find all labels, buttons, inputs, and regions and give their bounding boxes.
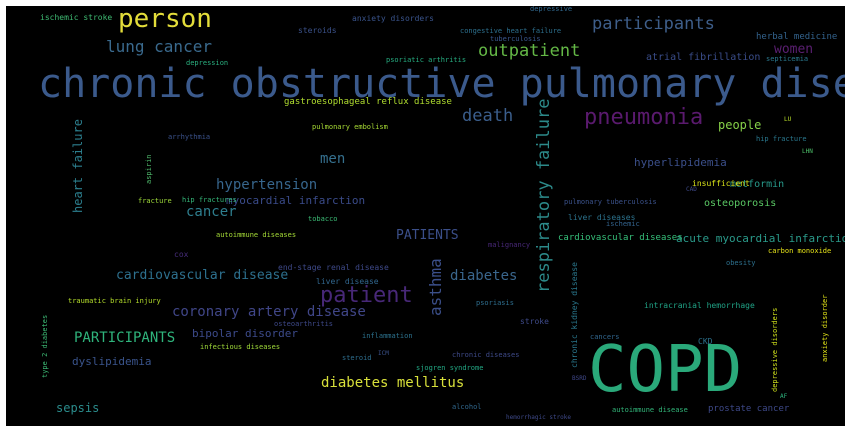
word: pulmonary tuberculosis	[564, 198, 657, 206]
word: diabetes	[450, 268, 518, 284]
word: alcohol	[452, 403, 482, 411]
word: anxiety disorders	[352, 14, 434, 23]
word: coronary artery disease	[172, 304, 366, 320]
word: psoriasis	[476, 299, 514, 307]
word: asthma	[426, 258, 445, 316]
word: gastroesophageal reflux disease	[284, 97, 452, 107]
word: obesity	[726, 259, 756, 267]
word: psoriatic arthritis	[386, 56, 467, 64]
word: osteoporosis	[704, 198, 777, 209]
word: insufficient	[692, 179, 750, 188]
word: ischemic	[606, 220, 640, 228]
word: osteoarthritis	[274, 320, 334, 328]
word: metformin	[730, 179, 785, 190]
word: pulmonary embolism	[312, 123, 388, 131]
word: hemorrhagic stroke	[506, 414, 572, 421]
word: sjogren syndrome	[416, 364, 484, 372]
word: PATIENTS	[396, 228, 459, 243]
word: patient	[320, 283, 413, 308]
word: liver disease	[316, 277, 379, 286]
word: liver diseases	[568, 213, 636, 222]
word: AF	[780, 393, 788, 400]
word: PARTICIPANTS	[74, 330, 176, 346]
word: end-stage renal disease	[278, 263, 389, 272]
word: BSRD	[572, 375, 587, 382]
word: cardiovascular disease	[116, 268, 289, 283]
word: outpatient	[478, 41, 581, 61]
word: ischemic stroke	[40, 13, 113, 22]
word: congestive heart failure	[460, 27, 562, 35]
word: traumatic brain injury	[68, 297, 161, 305]
word: hypertension	[216, 177, 318, 193]
word: CKD	[698, 337, 713, 346]
word: acute myocardial infarction	[676, 232, 845, 245]
word: autoimmune diseases	[216, 231, 297, 239]
word: death	[462, 106, 514, 126]
word: depressive	[530, 6, 573, 13]
word: arrhythmia	[168, 133, 211, 141]
word: depressive disorders	[771, 307, 779, 392]
word: myocardial infarction	[226, 194, 366, 207]
word: person	[118, 6, 212, 34]
word: anxiety disorder	[821, 294, 829, 362]
word: chronic diseases	[452, 351, 520, 359]
word: stroke	[520, 317, 549, 326]
word: pneumonia	[584, 105, 704, 130]
word: respiratory failure	[534, 98, 554, 293]
word: heart failure	[71, 119, 85, 213]
word: participants	[592, 14, 715, 34]
word: autoimmune disease	[612, 406, 688, 414]
word: LHN	[802, 148, 813, 155]
word-cloud: chronic obstructive pulmonary disease CO…	[6, 6, 845, 426]
word: people	[718, 118, 762, 132]
word: atrial fibrillation	[646, 52, 761, 63]
word: cancers	[590, 333, 620, 341]
word: steroid	[342, 354, 372, 362]
word: steroids	[298, 26, 337, 35]
word: sepsis	[56, 401, 100, 415]
word: lung cancer	[106, 37, 212, 56]
word: diabetes mellitus	[321, 375, 465, 391]
word: cox	[174, 250, 189, 259]
word: CAD	[686, 186, 697, 193]
word: chronic kidney disease	[570, 262, 579, 368]
word: depression	[186, 59, 229, 67]
word: hip fractures	[182, 196, 237, 204]
word: type 2 diabetes	[41, 314, 49, 378]
word: fracture	[138, 197, 172, 205]
word: hip fracture	[756, 135, 807, 143]
word: infectious diseases	[200, 343, 281, 351]
word: cardiovascular diseases	[558, 233, 683, 243]
word: inflammation	[362, 332, 413, 340]
word: malignancy	[488, 241, 531, 249]
word: septicemia	[766, 55, 809, 63]
word: intracranial hemorrhage	[644, 301, 755, 310]
word: dyslipidemia	[72, 355, 152, 368]
word: hyperlipidemia	[634, 156, 727, 169]
word: tobacco	[308, 215, 338, 223]
word: cancer	[186, 204, 237, 220]
word: prostate cancer	[708, 404, 790, 414]
word: chronic obstructive pulmonary disease	[38, 61, 845, 107]
word: LU	[784, 116, 792, 123]
word: herbal medicine	[756, 32, 838, 42]
word: tuberculosis	[490, 35, 541, 43]
word: COPD	[588, 333, 743, 407]
word: ICM	[378, 350, 389, 357]
word: aspirin	[145, 154, 153, 184]
word: bipolar disorder	[192, 327, 298, 340]
word: women	[774, 42, 814, 57]
word: men	[320, 151, 346, 167]
word: carbon monoxide	[768, 247, 832, 255]
